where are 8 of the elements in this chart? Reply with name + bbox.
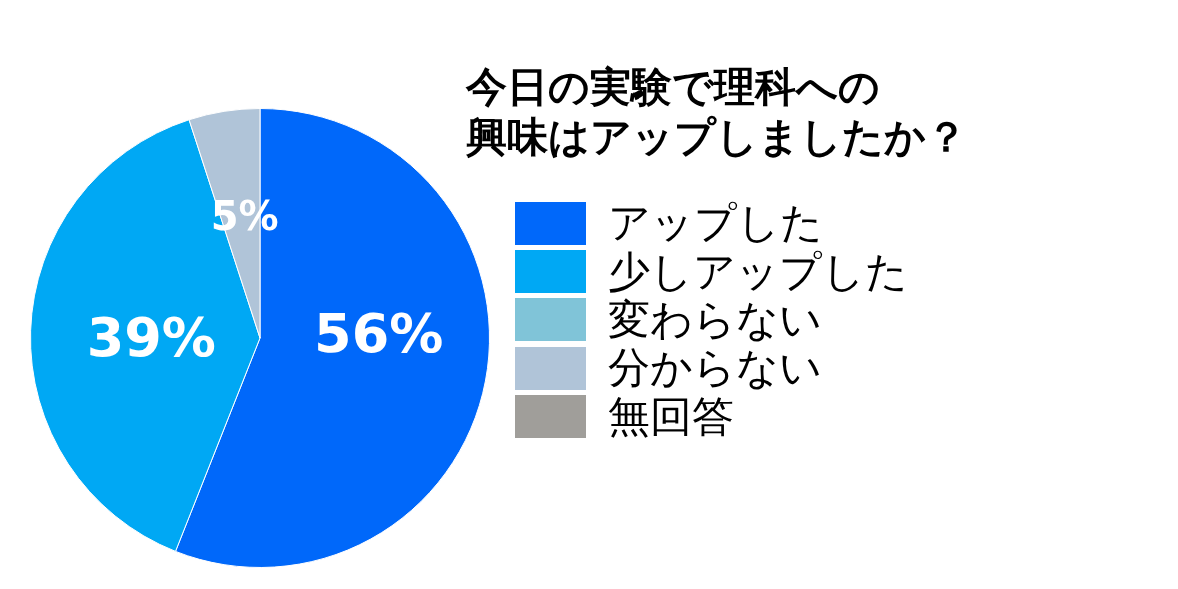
data-label: 56% bbox=[314, 301, 444, 365]
legend-label: アップした bbox=[608, 198, 823, 248]
legend-label: 変わらない bbox=[608, 294, 822, 344]
legend-label: 少しアップした bbox=[608, 246, 908, 296]
legend-label: 分からない bbox=[608, 343, 822, 393]
data-label: 39% bbox=[86, 306, 216, 370]
legend-label: 無回答 bbox=[608, 391, 734, 441]
chart-title: 今日の実験で理科への興味はアップしましたか？ bbox=[466, 63, 967, 161]
